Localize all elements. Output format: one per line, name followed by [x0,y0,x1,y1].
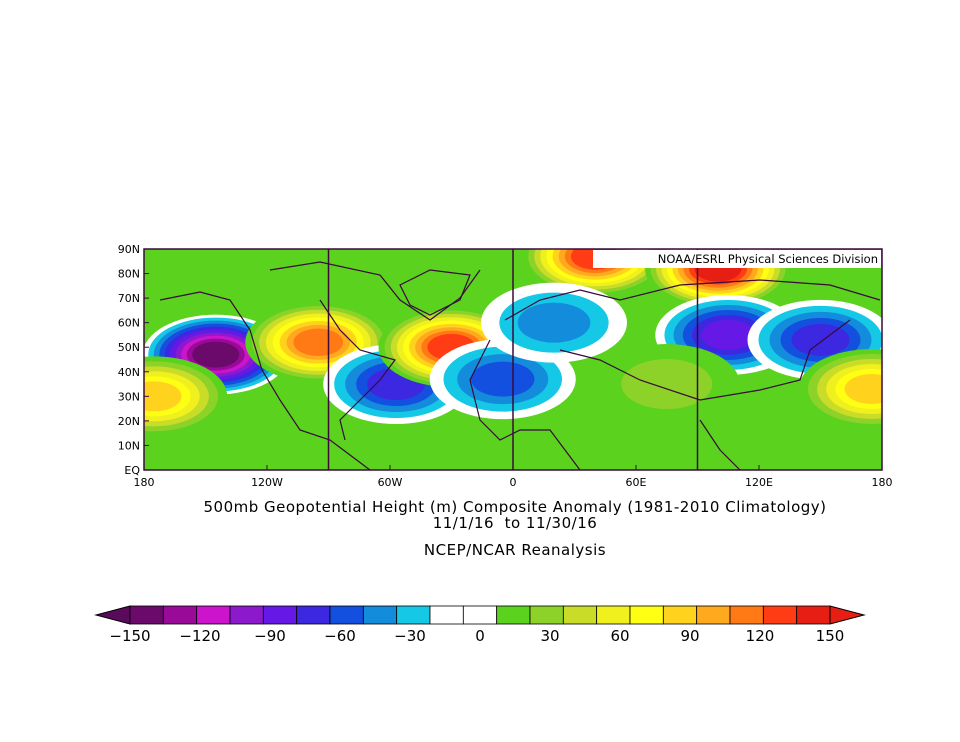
title-line-2: 11/1/16 to 11/30/16 [432,514,598,532]
lat-tick-label: 30N [118,390,140,403]
colorbar-swatch [396,605,431,625]
title-line-1: 500mb Geopotential Height (m) Composite … [203,498,827,516]
colorbar-swatch [762,605,798,625]
coastline-africa [469,339,581,470]
colorbar-swatch [496,605,531,625]
colorbar-swatch [529,605,564,625]
colorbar-label: −30 [394,627,426,645]
colorbar-swatch [429,605,464,625]
colorbar-swatch [229,605,264,625]
lon-tick-label: 0 [510,476,517,489]
lon-tick-label: 60W [378,476,403,489]
colorbar-swatch [196,605,231,625]
colorbar-over-arrow [829,605,866,625]
colorbar-label: 30 [540,627,559,645]
colorbar-label: 0 [475,627,485,645]
colorbar-label: 150 [816,627,845,645]
colorbar-swatch [129,605,164,625]
title-line-3: NCEP/NCAR Reanalysis [423,541,607,559]
anomaly-contour-0-9 [192,341,240,368]
colorbar-label: −90 [254,627,286,645]
anomaly-contour-12-2 [517,302,591,343]
colorbar-swatch [362,605,398,625]
lat-tick-label: 10N [118,439,140,452]
colorbar: −150 −120 −90 −60 −30 0 30 60 90 120 150 [94,605,866,645]
lat-tick-label: 20N [118,415,140,428]
lon-tick-label: 60E [626,476,647,489]
coastline-asia-south [559,319,851,401]
lon-tick-label: 120W [251,476,283,489]
coastline-na-west [159,291,371,470]
latitude-ticks: EQ 10N 20N 30N 40N 50N 60N 70N 80N 90N [118,243,149,477]
colorbar-swatch [562,605,598,625]
colorbar-swatch [596,605,631,625]
colorbar-label: 120 [746,627,775,645]
colorbar-swatch [329,605,364,625]
lat-tick-label: EQ [124,464,140,477]
colorbar-label: −120 [179,627,220,645]
coastline-arctic-na [269,261,481,321]
lon-tick-label: 180 [872,476,893,489]
colorbar-label: 60 [610,627,629,645]
colorbar-label: 90 [680,627,699,645]
anomaly-contour-10-5 [844,373,882,404]
colorbar-swatch [162,605,198,625]
anomaly-contour-1-7 [293,328,344,357]
lat-tick-label: 70N [118,292,140,305]
colorbar-swatch [629,605,664,625]
longitude-ticks: 180 120W 60W 0 60E 120E 180 [134,465,893,489]
lat-tick-label: 90N [118,243,140,256]
coastlines [159,261,881,470]
colorbar-swatch [796,605,831,625]
lon-tick-label: 180 [134,476,155,489]
colorbar-swatch [662,605,698,625]
lat-tick-label: 40N [118,366,140,379]
colorbar-swatch [296,605,331,625]
lon-tick-label: 120E [745,476,773,489]
anomaly-contour-11-1 [621,359,713,410]
colorbar-label: −150 [109,627,150,645]
credit-box [593,250,881,268]
colorbar-swatch [462,605,498,625]
coastline-india [699,419,741,470]
anomaly-contour-7-5 [701,319,756,350]
coastline-eurasia-north [504,279,881,321]
colorbar-under-arrow [94,605,131,625]
colorbar-swatch [696,605,731,625]
colorbar-swatch [729,605,764,625]
anomaly-contour-4-3 [471,361,535,397]
coastline-greenland [399,269,471,316]
anomaly-contour-9-5 [144,381,182,412]
lat-tick-label: 80N [118,268,140,281]
colorbar-swatch [262,605,298,625]
credit-text: NOAA/ESRL Physical Sciences Division [658,252,878,266]
lat-tick-label: 50N [118,341,140,354]
coastline-na-east [319,299,397,441]
anomaly-contour-8-4 [791,323,850,356]
lat-tick-label: 60N [118,317,140,330]
colorbar-label: −60 [324,627,356,645]
